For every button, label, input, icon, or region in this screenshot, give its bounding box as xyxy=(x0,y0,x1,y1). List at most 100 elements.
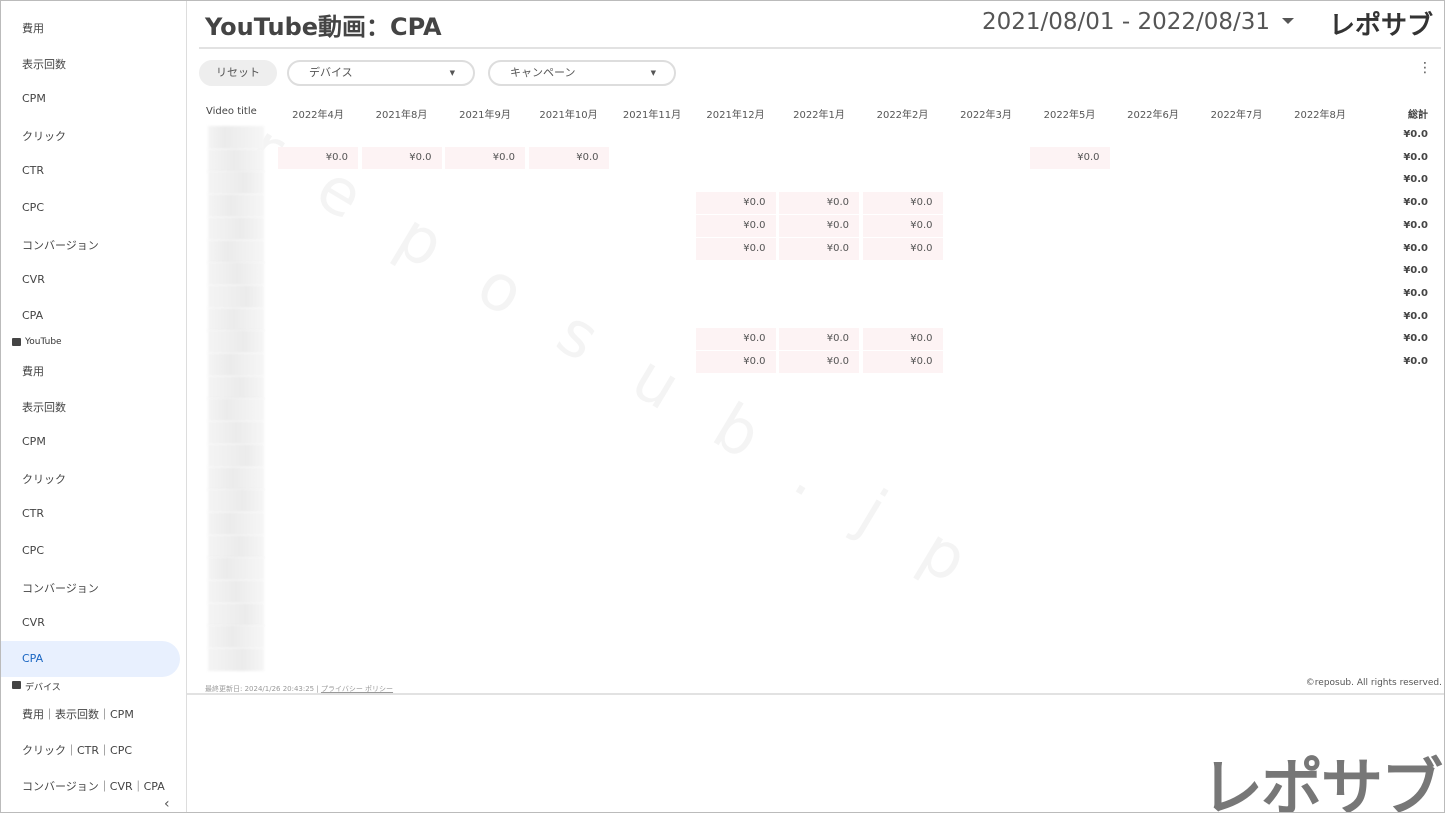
cell-bg xyxy=(361,146,442,169)
sidebar-section-label: デバイス xyxy=(25,683,61,693)
value-cell: ¥0.0 xyxy=(492,151,515,163)
sidebar-item[interactable]: CPA xyxy=(22,308,44,322)
cell-bg xyxy=(695,192,776,215)
sidebar-item[interactable]: CPC xyxy=(22,200,44,214)
device-filter[interactable]: デバイス ▼ xyxy=(287,60,475,86)
sidebar-section-label: YouTube xyxy=(25,337,62,347)
total-cell: ¥0.0 xyxy=(1403,356,1428,367)
value-cell: ¥0.0 xyxy=(826,356,849,367)
sidebar-item[interactable]: コンバージョン｜CVR｜CPA xyxy=(22,780,165,794)
cell-bg xyxy=(862,214,943,237)
sidebar-item[interactable]: 費用 xyxy=(22,365,44,378)
value-cell: ¥0.0 xyxy=(743,197,766,209)
column-header: 2021年10月 xyxy=(539,110,598,121)
cell-bg xyxy=(779,214,859,237)
date-range[interactable]: 2021/08/01 - 2022/08/31 xyxy=(982,9,1271,35)
last-updated-text: 最終更新日: 2024/1/26 20:43:25 xyxy=(205,685,315,693)
blurred-title xyxy=(208,648,264,672)
sidebar-item[interactable]: CVR xyxy=(22,615,45,629)
date-dropdown-arrow[interactable] xyxy=(1282,18,1294,24)
blurred-title xyxy=(208,489,264,513)
sidebar-section-icon xyxy=(12,681,21,689)
cell-bg xyxy=(862,351,943,373)
cell-bg xyxy=(779,351,859,373)
blurred-title xyxy=(208,398,264,422)
copyright: ©reposub. All rights reserved. xyxy=(1305,678,1442,688)
sidebar-item[interactable]: CTR xyxy=(22,507,45,521)
sidebar-item[interactable]: コンバージョン xyxy=(22,238,99,252)
value-cell: ¥0.0 xyxy=(743,219,766,231)
more-menu[interactable]: ⋮ xyxy=(1418,60,1432,76)
sidebar-item[interactable]: CTR xyxy=(22,164,45,178)
value-cell: ¥0.0 xyxy=(826,197,849,209)
campaign-filter[interactable]: キャンペーン ▼ xyxy=(488,60,676,86)
cell-bg xyxy=(695,328,776,351)
blurred-title xyxy=(208,239,264,263)
total-cell: ¥0.0 xyxy=(1403,129,1428,140)
privacy-link[interactable]: プライバシー ポリシー xyxy=(320,685,394,693)
total-cell: ¥0.0 xyxy=(1403,151,1428,163)
sidebar-item[interactable]: CPC xyxy=(22,543,44,557)
column-header: 2021年11月 xyxy=(622,110,682,121)
sidebar-item[interactable]: 表示回数 xyxy=(22,58,66,72)
value-cell: ¥0.0 xyxy=(910,356,933,367)
blurred-title xyxy=(208,216,264,240)
column-header: 2022年7月 xyxy=(1210,110,1263,121)
total-cell: ¥0.0 xyxy=(1403,174,1428,186)
header-divider xyxy=(199,47,1441,49)
cell-bg xyxy=(278,146,358,169)
cell-bg xyxy=(862,328,943,351)
value-cell: ¥0.0 xyxy=(743,333,766,345)
blurred-title xyxy=(208,557,264,581)
footer-logo: レポサブ xyxy=(1201,751,1443,813)
column-header: Video title xyxy=(206,106,257,117)
blurred-title xyxy=(208,171,264,195)
sidebar-item[interactable]: 表示回数 xyxy=(22,401,66,415)
blurred-title xyxy=(208,443,264,467)
column-header: 2021年9月 xyxy=(459,110,511,121)
sidebar-item[interactable]: 費用｜表示回数｜CPM xyxy=(22,708,134,721)
value-cell: ¥0.0 xyxy=(743,356,766,367)
blurred-title xyxy=(208,511,264,535)
blurred-title xyxy=(208,307,264,331)
total-cell: ¥0.0 xyxy=(1403,310,1428,322)
blurred-title xyxy=(208,625,264,649)
total-cell: ¥0.0 xyxy=(1403,219,1428,231)
total-cell: ¥0.0 xyxy=(1403,287,1428,299)
blurred-title xyxy=(208,466,264,490)
sidebar-item[interactable]: CPM xyxy=(22,435,46,449)
value-cell: ¥0.0 xyxy=(826,219,849,231)
column-header: 2022年3月 xyxy=(960,110,1012,121)
column-header: 2022年4月 xyxy=(292,110,344,121)
column-header: 2021年8月 xyxy=(375,110,428,121)
logo: レポサブ xyxy=(1329,11,1434,41)
sidebar-item[interactable]: CPM xyxy=(22,92,46,106)
blurred-title xyxy=(208,534,264,558)
value-cell: ¥0.0 xyxy=(910,219,933,231)
sidebar-item[interactable]: CPA xyxy=(22,651,44,665)
device-filter-label: デバイス xyxy=(309,66,353,79)
sidebar-item[interactable]: クリック xyxy=(22,473,66,487)
sidebar-item[interactable]: CVR xyxy=(22,272,45,286)
column-header: 2022年1月 xyxy=(793,110,845,121)
sidebar-item[interactable]: 費用 xyxy=(22,22,44,35)
reset-button[interactable]: リセット xyxy=(199,60,277,86)
blurred-title xyxy=(208,353,264,376)
cell-bg xyxy=(528,146,609,169)
column-header: 総計 xyxy=(1408,110,1428,121)
column-header: 2022年2月 xyxy=(876,110,929,121)
cell-bg xyxy=(779,237,859,260)
sidebar-item[interactable]: クリック｜CTR｜CPC xyxy=(22,744,133,758)
blurred-title xyxy=(208,602,264,626)
cell-bg xyxy=(695,351,776,373)
value-cell: ¥0.0 xyxy=(826,333,849,345)
sidebar-item[interactable]: コンバージョン xyxy=(22,581,99,595)
total-cell: ¥0.0 xyxy=(1403,197,1428,209)
active-item-bg xyxy=(1,640,180,677)
collapse-button[interactable]: ‹ xyxy=(164,796,170,812)
sidebar: ‹ 費用 表示回数 CPM クリック CTR CPC コンバージョン CVR CPA YouTub… xyxy=(1,1,187,812)
sidebar-item[interactable]: クリック xyxy=(22,130,66,144)
column-header: 2022年8月 xyxy=(1294,110,1346,121)
